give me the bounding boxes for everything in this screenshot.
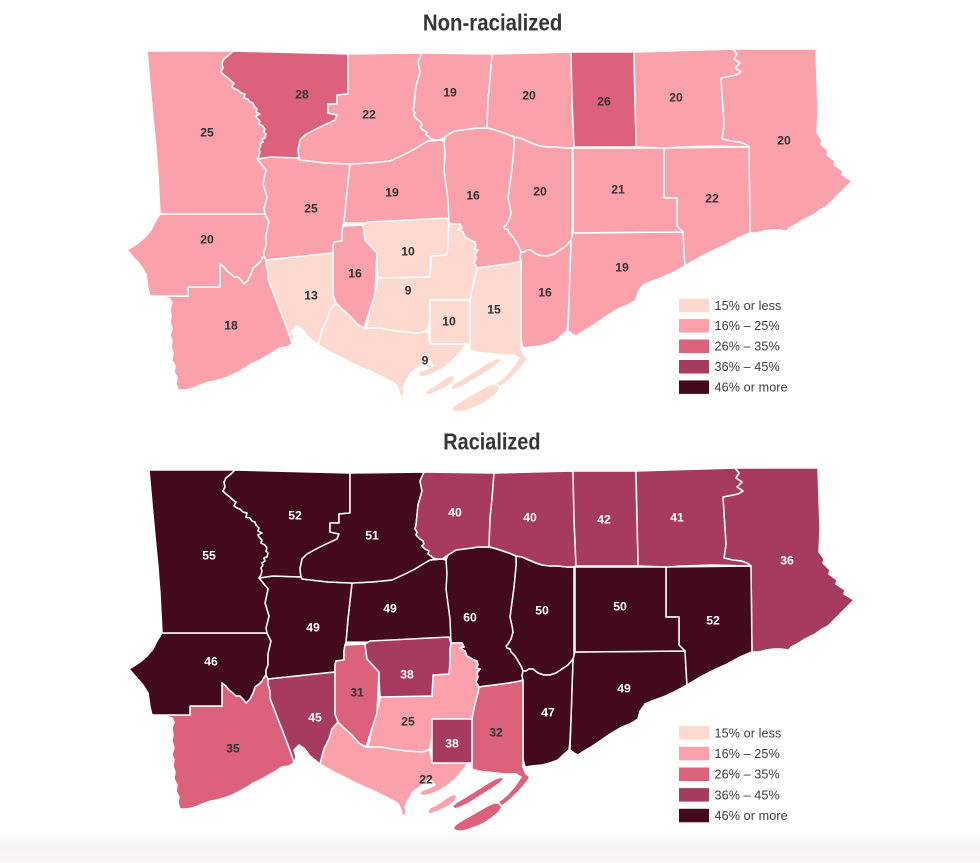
svg-text:19: 19 (385, 185, 399, 199)
svg-text:13: 13 (304, 288, 318, 302)
svg-text:20: 20 (533, 184, 547, 198)
svg-text:15: 15 (487, 302, 501, 316)
svg-text:21: 21 (611, 182, 625, 196)
svg-text:60: 60 (463, 610, 477, 624)
svg-text:46% or more: 46% or more (715, 809, 788, 823)
svg-text:25: 25 (304, 201, 318, 215)
svg-text:26% – 35%: 26% – 35% (715, 768, 780, 782)
svg-text:46% or more: 46% or more (715, 381, 788, 395)
svg-text:22: 22 (419, 772, 433, 786)
svg-text:25: 25 (200, 125, 214, 139)
svg-text:52: 52 (288, 508, 302, 522)
svg-text:25: 25 (401, 714, 415, 728)
svg-text:35: 35 (226, 741, 240, 755)
svg-text:19: 19 (615, 260, 629, 274)
svg-text:10: 10 (401, 244, 415, 258)
svg-text:Non-racialized: Non-racialized (423, 10, 563, 36)
svg-text:15% or less: 15% or less (715, 726, 782, 740)
svg-text:49: 49 (383, 601, 397, 615)
svg-text:16% – 25%: 16% – 25% (715, 747, 780, 761)
svg-text:49: 49 (617, 681, 631, 695)
svg-text:26% – 35%: 26% – 35% (715, 340, 780, 354)
svg-text:38: 38 (445, 736, 459, 750)
svg-text:50: 50 (535, 603, 549, 617)
svg-text:28: 28 (295, 87, 309, 101)
svg-text:18: 18 (224, 318, 238, 332)
svg-text:26: 26 (597, 94, 611, 108)
svg-text:20: 20 (669, 90, 683, 104)
svg-text:9: 9 (405, 283, 412, 297)
svg-text:10: 10 (442, 314, 456, 328)
svg-text:16: 16 (538, 285, 552, 299)
svg-text:31: 31 (350, 685, 364, 699)
svg-text:19: 19 (443, 85, 457, 99)
svg-text:40: 40 (523, 510, 537, 524)
svg-text:45: 45 (308, 710, 322, 724)
svg-text:16: 16 (348, 266, 362, 280)
svg-text:Racialized: Racialized (443, 429, 540, 455)
svg-text:20: 20 (522, 88, 536, 102)
svg-text:15% or less: 15% or less (715, 299, 782, 313)
svg-text:50: 50 (613, 599, 627, 613)
svg-text:42: 42 (597, 512, 611, 526)
svg-text:22: 22 (705, 191, 719, 205)
svg-text:51: 51 (365, 528, 379, 542)
svg-text:55: 55 (202, 548, 216, 562)
svg-text:36% – 45%: 36% – 45% (715, 788, 780, 802)
svg-text:32: 32 (489, 725, 503, 739)
svg-text:49: 49 (306, 620, 320, 634)
svg-text:16: 16 (466, 188, 480, 202)
svg-text:16% – 25%: 16% – 25% (715, 319, 780, 333)
svg-text:9: 9 (422, 353, 429, 367)
svg-text:46: 46 (204, 654, 218, 668)
svg-text:20: 20 (777, 133, 791, 147)
svg-text:40: 40 (448, 505, 462, 519)
svg-text:36: 36 (780, 553, 794, 567)
svg-text:38: 38 (400, 667, 414, 681)
svg-text:20: 20 (200, 232, 214, 246)
svg-text:47: 47 (541, 705, 555, 719)
svg-text:52: 52 (706, 613, 720, 627)
svg-text:22: 22 (362, 107, 376, 121)
svg-text:36% – 45%: 36% – 45% (715, 360, 780, 374)
svg-text:41: 41 (670, 510, 684, 524)
